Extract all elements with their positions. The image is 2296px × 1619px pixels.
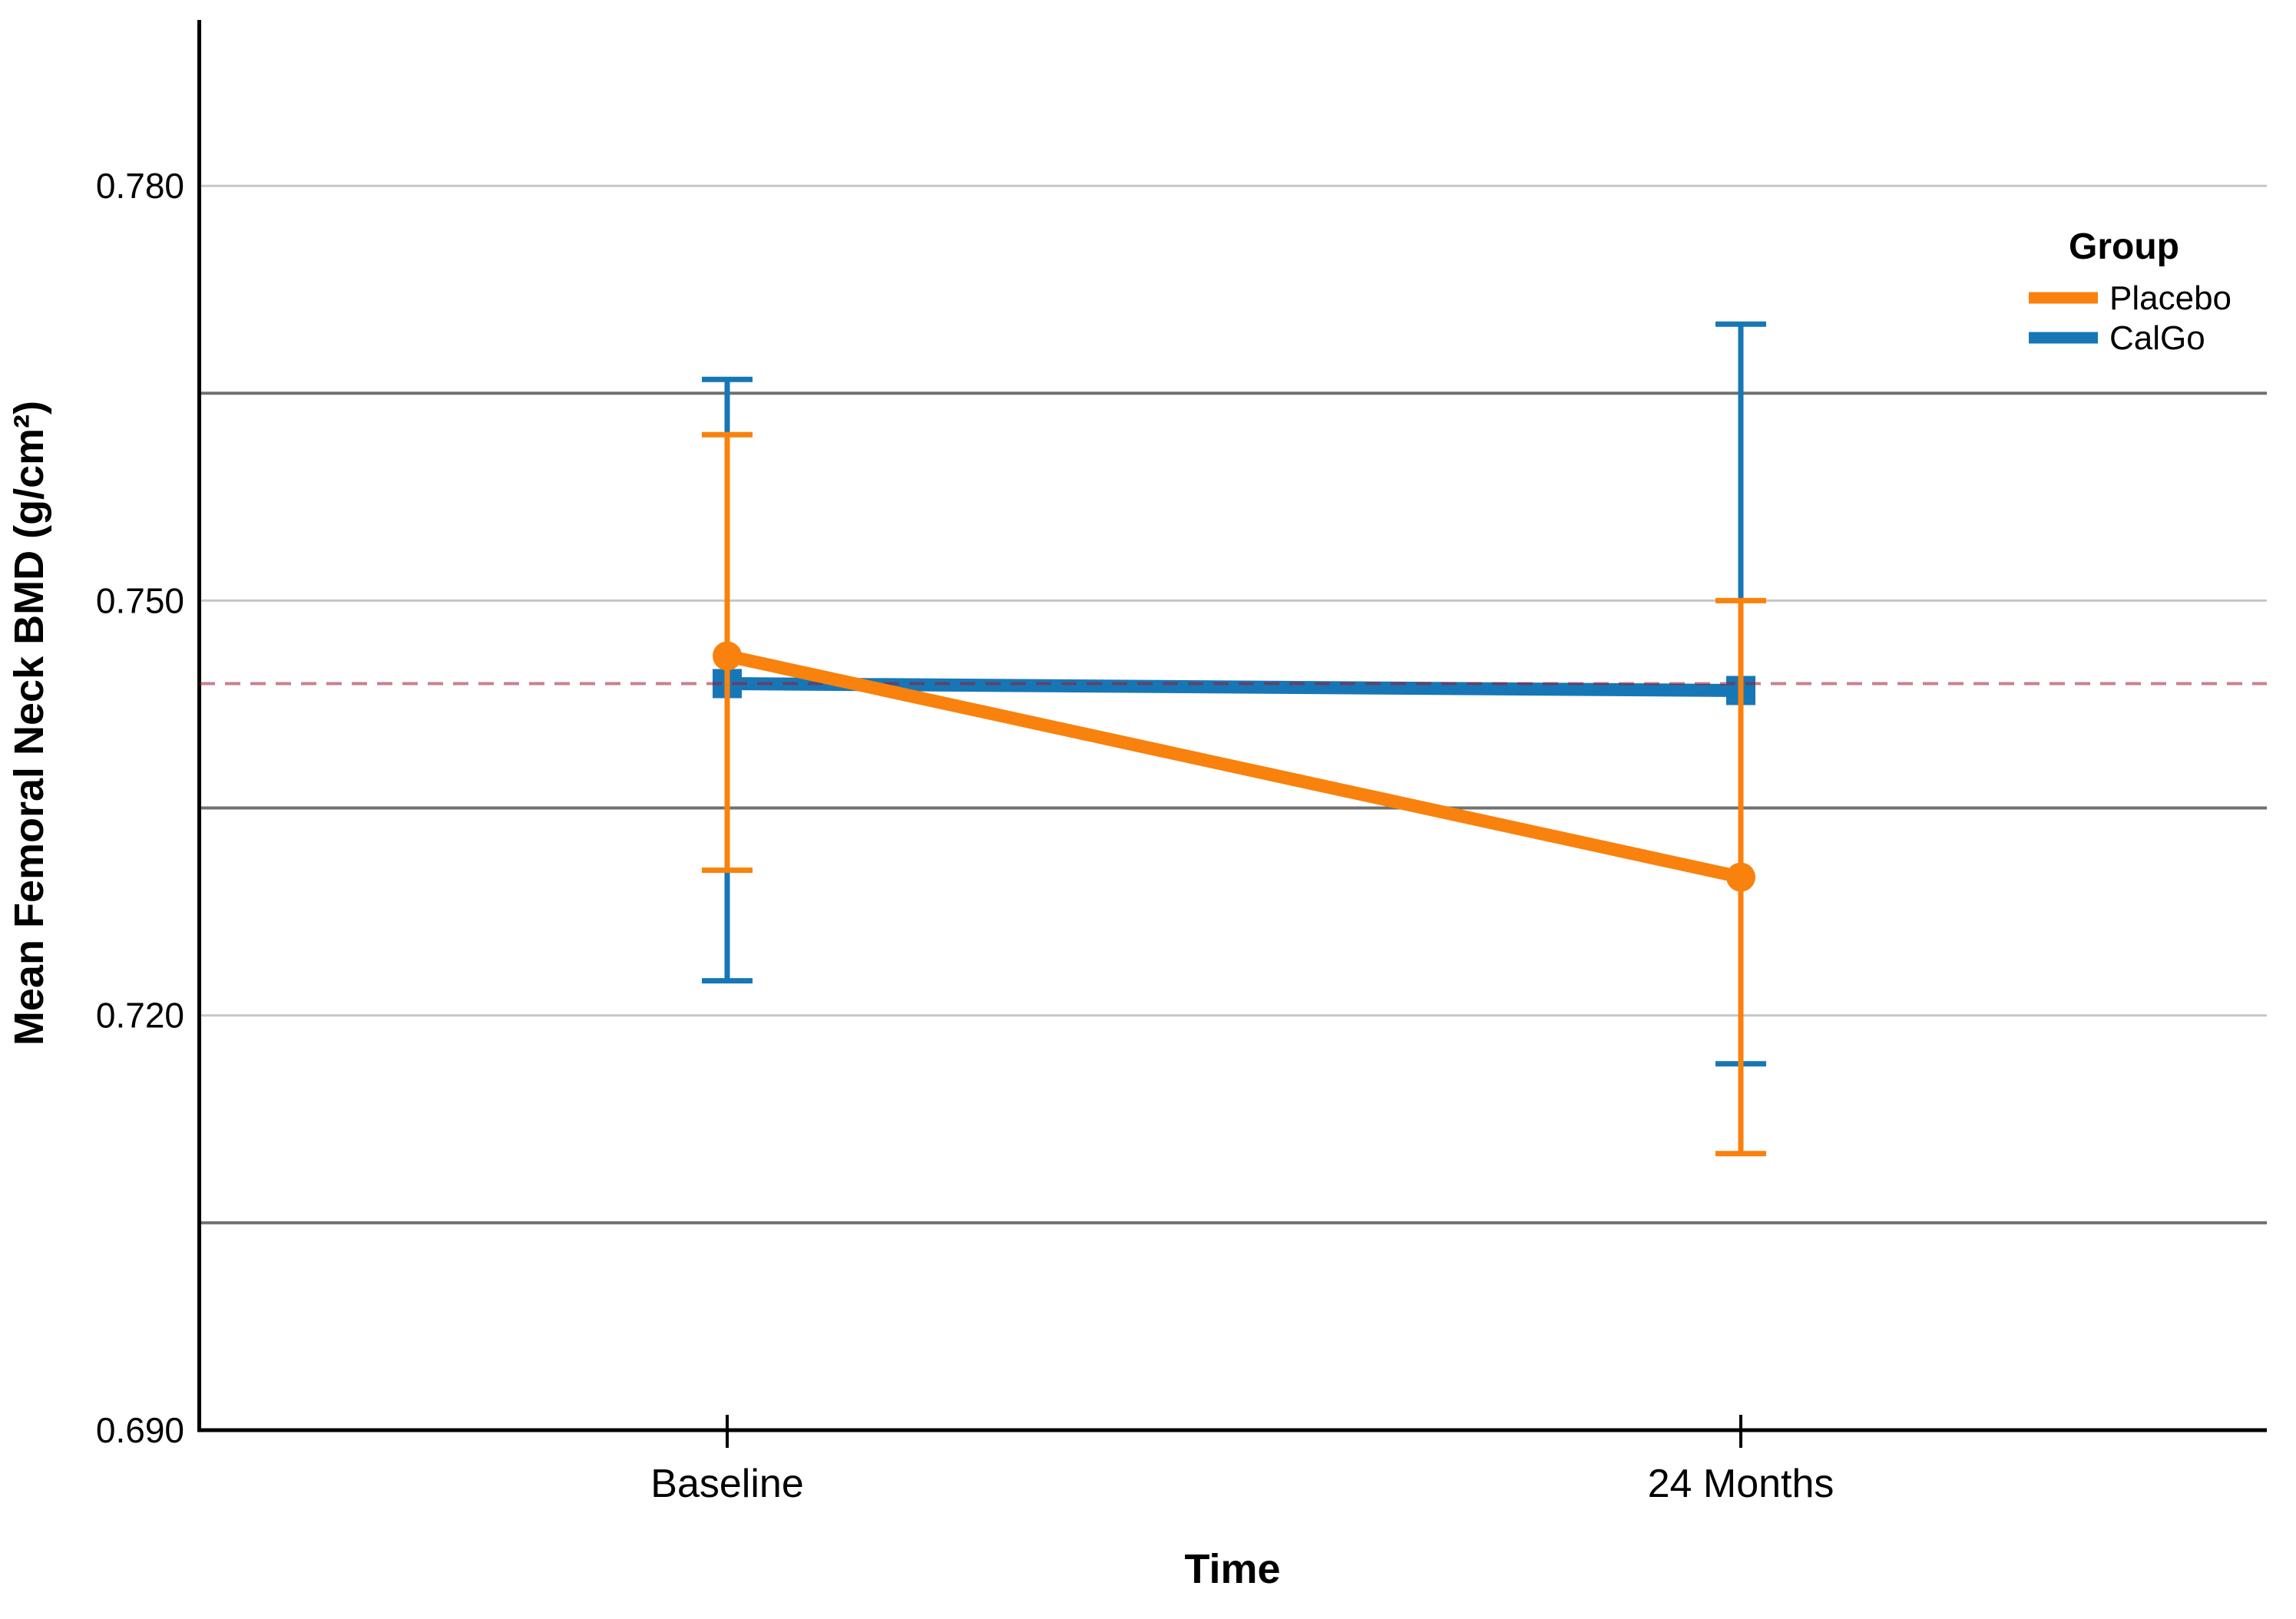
marker-circle: [1726, 862, 1755, 892]
legend: [2029, 292, 2098, 344]
y-tick-label: 0.720: [96, 996, 184, 1036]
legend-swatch-calgo: [2029, 332, 2098, 344]
legend-title: Group: [2069, 226, 2179, 267]
marker-circle: [713, 641, 742, 671]
y-tick-label: 0.690: [96, 1410, 184, 1450]
y-axis-title: Mean Femoral Neck BMD (g/cm²): [6, 401, 52, 1046]
series-calgo: [702, 321, 1766, 1067]
x-tick-label: 24 Months: [1648, 1462, 1834, 1506]
x-tick-label: Baseline: [650, 1462, 803, 1506]
y-tick-label: 0.780: [96, 166, 184, 206]
x-axis-title: Time: [1184, 1546, 1280, 1592]
legend-item-label: Placebo: [2109, 279, 2231, 317]
y-tick-label: 0.750: [96, 580, 184, 620]
series-placebo: [702, 431, 1766, 1157]
series-line: [720, 649, 1748, 884]
legend-swatch-placebo: [2029, 292, 2098, 304]
legend-item-label: CalGo: [2109, 319, 2205, 357]
